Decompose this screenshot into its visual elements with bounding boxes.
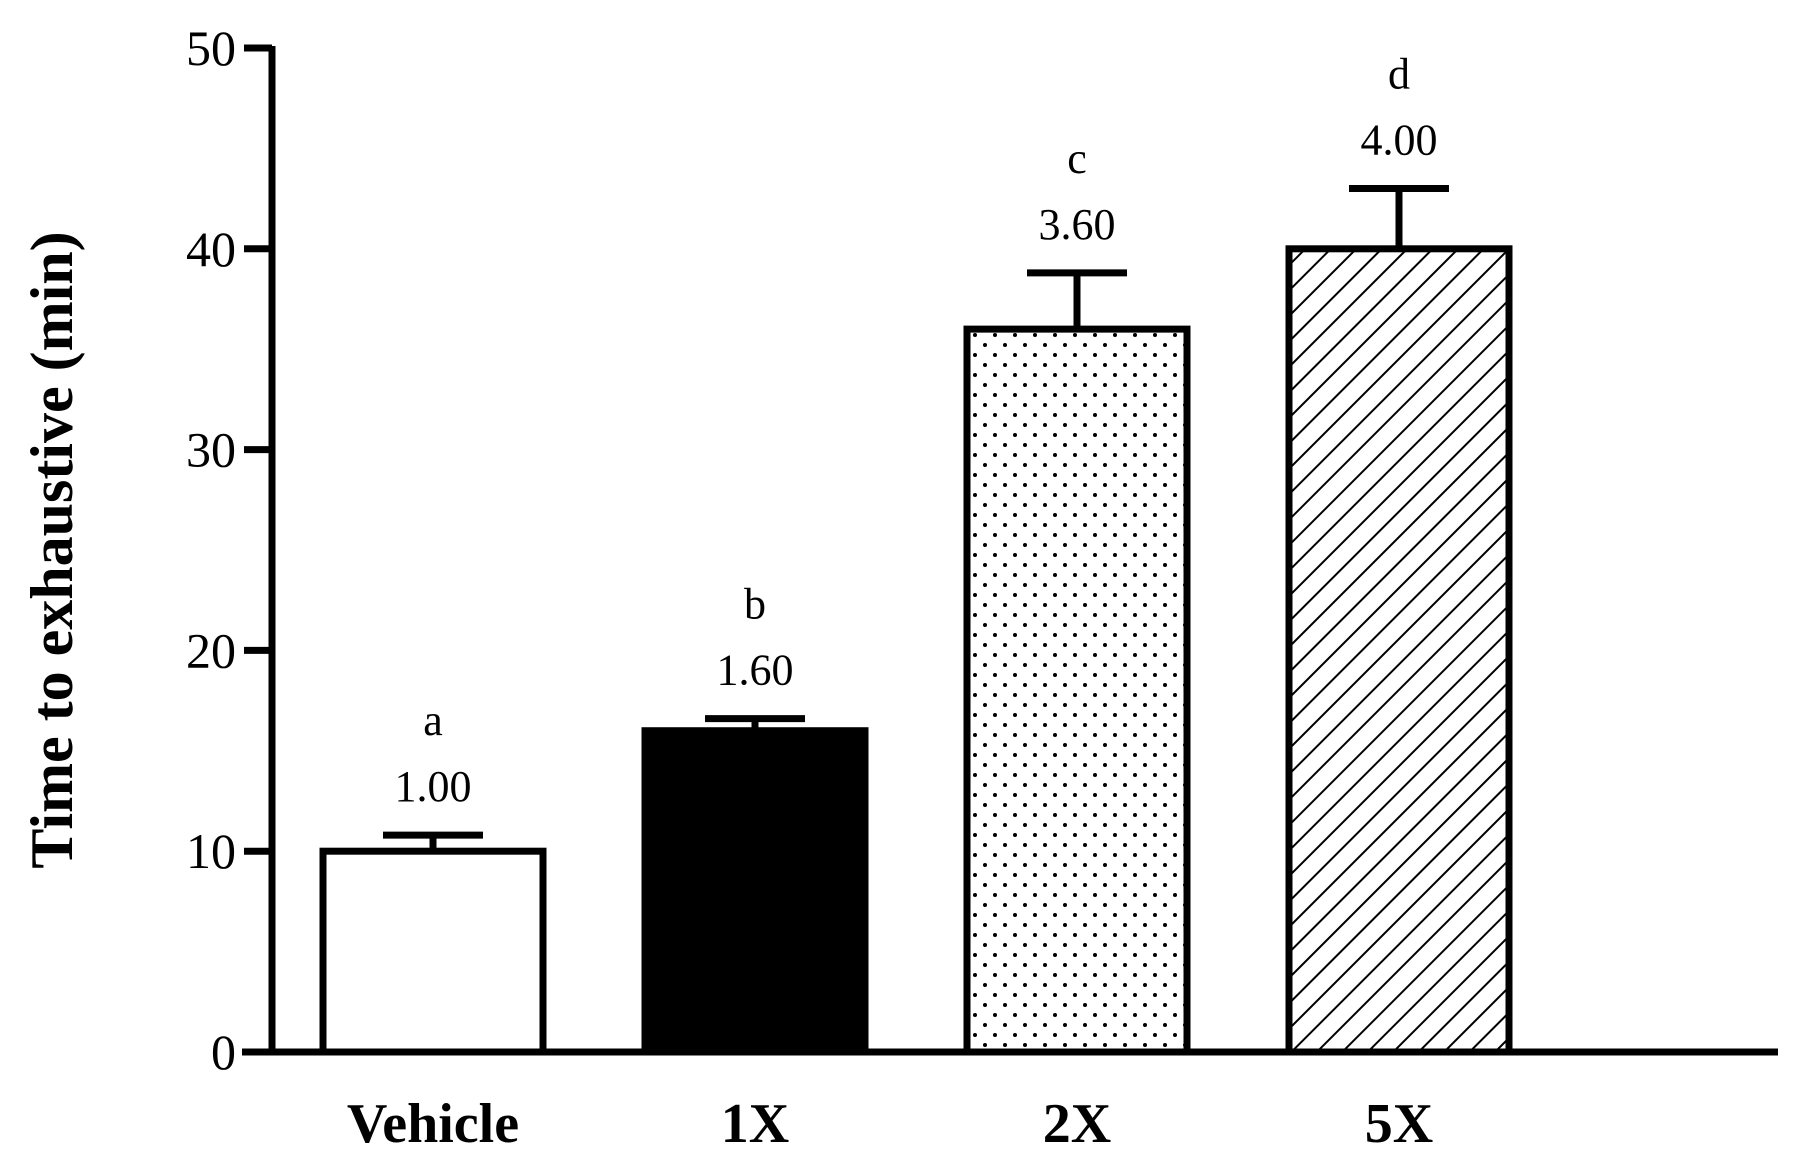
y-tick-label: 40	[186, 221, 236, 277]
x-axis: Vehicle 1X 2X 5X	[242, 1048, 1778, 1155]
bar	[641, 727, 869, 1056]
y-tick-label: 20	[186, 622, 236, 678]
significance-letter: a	[423, 696, 443, 745]
y-tick-label: 50	[186, 20, 236, 76]
ratio-label: 1.60	[717, 646, 794, 695]
significance-letter: b	[744, 580, 766, 629]
y-tick-label: 10	[186, 823, 236, 879]
ratio-label: 1.00	[395, 762, 472, 811]
y-axis: 0 10 20 30 40 50	[186, 20, 276, 1080]
bars: 1.00 a 1.60 b 3.60 c 4.00 d	[319, 50, 1513, 1056]
y-tick-label: 30	[186, 422, 236, 478]
ratio-label: 3.60	[1039, 200, 1116, 249]
x-tick-label: Vehicle	[347, 1093, 519, 1155]
bar	[1285, 245, 1513, 1056]
x-tick-label: 5X	[1365, 1093, 1433, 1155]
y-axis-label: Time to exhaustive (min)	[19, 231, 85, 868]
ratio-label: 4.00	[1361, 116, 1438, 165]
bar	[319, 847, 547, 1056]
significance-letter: c	[1067, 134, 1087, 183]
significance-letter: d	[1388, 50, 1410, 99]
x-tick-label: 2X	[1043, 1093, 1111, 1155]
y-tick-label: 0	[211, 1024, 236, 1080]
x-tick-label: 1X	[721, 1093, 789, 1155]
bar	[963, 325, 1191, 1056]
